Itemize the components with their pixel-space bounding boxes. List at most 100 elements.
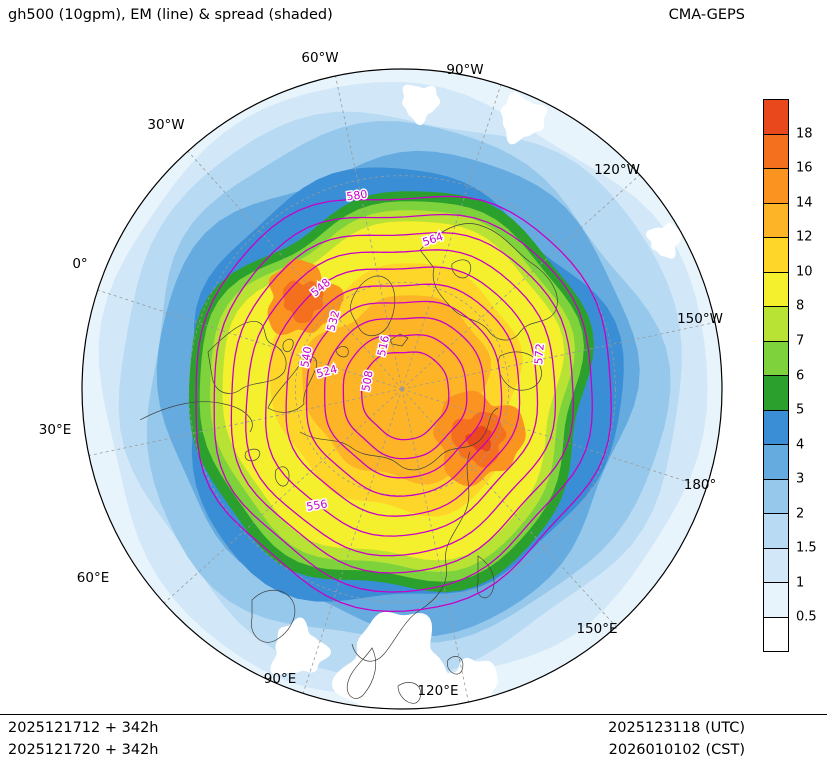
- longitude-label: 90°E: [264, 671, 296, 687]
- meridian-line: [335, 75, 403, 390]
- height-contour-540: [285, 283, 521, 517]
- low-spread-patch: [402, 84, 441, 126]
- contour-label: 572: [532, 343, 547, 365]
- colorbar-cell: [764, 410, 788, 445]
- colorbar-tick-labels: 18 16 14 12 10 8 7 6 5 4 3 2 1.5 1 0.5: [796, 99, 827, 652]
- colorbar-tick: 1.5: [796, 540, 817, 556]
- colorbar-tick: 7: [796, 333, 805, 349]
- height-contour-580: [195, 195, 612, 613]
- colorbar-cell: [764, 548, 788, 583]
- init-time-cst: 2025121720 + 342h: [8, 742, 159, 758]
- colorbar-tick: 8: [796, 298, 805, 314]
- longitude-label: 180°: [684, 477, 717, 493]
- colorbar-cell: [764, 272, 788, 307]
- longitude-label: 150°E: [576, 621, 617, 637]
- height-contour-564: [230, 231, 575, 574]
- colorbar-tick: 10: [796, 264, 813, 280]
- colorbar-cell: [764, 100, 788, 135]
- low-spread-patch: [645, 222, 682, 259]
- coastline: [397, 682, 422, 704]
- coastline: [351, 451, 471, 662]
- height-contour-548: [265, 266, 539, 537]
- chart-title: gh500 (10gpm), EM (line) & spread (shade…: [8, 7, 333, 23]
- longitude-label: 60°E: [77, 570, 109, 586]
- colorbar-tick: 14: [796, 195, 813, 211]
- height-contours: [195, 195, 612, 613]
- meridian-line: [187, 150, 403, 390]
- contour-label: 508: [359, 369, 375, 392]
- low-spread-patch: [332, 611, 455, 709]
- contour-label: 556: [305, 497, 328, 513]
- longitude-label: 120°W: [594, 162, 640, 178]
- colorbar-cell: [764, 341, 788, 376]
- contour-label: 580: [346, 188, 369, 204]
- spread-shading: [82, 69, 722, 709]
- coastline: [267, 356, 318, 413]
- model-name: CMA-GEPS: [668, 7, 745, 23]
- meridian-line: [401, 388, 469, 703]
- colorbar-cell: [764, 376, 788, 411]
- latitude-circle: [188, 175, 616, 603]
- low-spread-patch: [270, 617, 331, 675]
- contour-label: 532: [325, 309, 343, 333]
- colorbar-cell: [764, 169, 788, 204]
- latitude-circle: [294, 281, 510, 497]
- colorbar-cell: [764, 134, 788, 169]
- coastline: [207, 321, 287, 394]
- footer-divider: [0, 714, 827, 715]
- colorbar-cell: [764, 203, 788, 238]
- meridian-line: [401, 322, 716, 390]
- contour-label: 540: [298, 345, 314, 368]
- meridian-line: [302, 388, 403, 694]
- graticule: [88, 75, 716, 703]
- coastline: [299, 407, 499, 471]
- coastline: [282, 338, 294, 353]
- meridian-line: [97, 289, 403, 390]
- coastline: [346, 647, 376, 699]
- map-border: [81, 68, 723, 710]
- colorbar-cell: [764, 479, 788, 514]
- colorbar-tick: 0.5: [796, 609, 817, 625]
- init-time-utc: 2025121712 + 342h: [8, 720, 159, 736]
- meridian-line: [88, 388, 403, 456]
- coastline: [274, 466, 290, 487]
- coastline: [446, 656, 464, 675]
- coastline: [451, 259, 472, 279]
- colorbar-tick: 12: [796, 229, 813, 245]
- colorbar-tick: 18: [796, 126, 813, 142]
- longitude-label: 30°W: [147, 117, 184, 133]
- coastline: [139, 401, 253, 433]
- coastline: [244, 448, 261, 462]
- colorbar-cell: [764, 583, 788, 618]
- height-contour-532: [305, 300, 503, 497]
- colorbar-cell: [764, 445, 788, 480]
- colorbar-tick: 4: [796, 437, 805, 453]
- longitude-labels: 60°W 90°W 30°W 120°W 0° 150°W 30°E 180° 60°E 150°…: [39, 50, 723, 699]
- colorbar-tick: 3: [796, 471, 805, 487]
- height-contour-572: [213, 213, 593, 593]
- coastline: [389, 333, 409, 347]
- longitude-label: 120°E: [417, 683, 458, 699]
- longitude-label: 30°E: [39, 422, 71, 438]
- height-contour-516: [342, 334, 468, 460]
- colorbar-tick: 16: [796, 160, 813, 176]
- colorbar-cell: [764, 514, 788, 549]
- meridian-line: [401, 388, 617, 628]
- longitude-label: 150°W: [677, 311, 723, 327]
- colorbar-cell: [764, 238, 788, 273]
- colorbar-cell: [764, 617, 788, 651]
- low-spread-patch: [500, 92, 548, 145]
- valid-time-cst: 2026010102 (CST): [608, 742, 745, 758]
- colorbar-tick: 6: [796, 368, 805, 383]
- height-contour-556: [245, 249, 557, 557]
- colorbar-cell: [764, 307, 788, 342]
- meridian-line: [401, 388, 707, 489]
- coastline: [335, 346, 349, 358]
- height-contour-524: [324, 316, 486, 479]
- meridian-line: [163, 388, 403, 604]
- meridian-line: [401, 84, 502, 390]
- valid-time-utc: 2025123118 (UTC): [608, 720, 745, 736]
- colorbar-tick: 5: [796, 402, 805, 418]
- colorbar: [763, 99, 789, 652]
